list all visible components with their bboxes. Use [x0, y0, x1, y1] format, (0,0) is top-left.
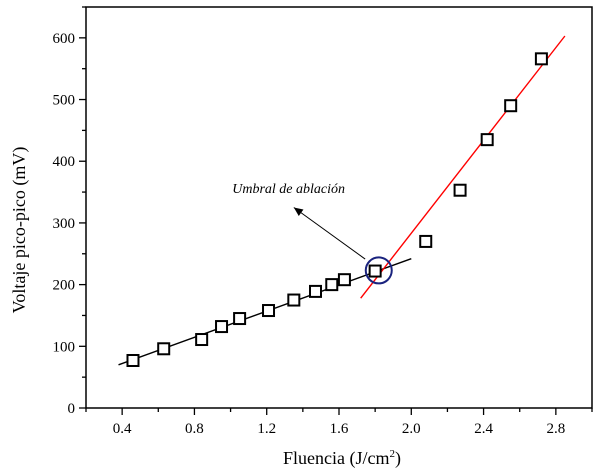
data-point: [325, 278, 339, 292]
x-tick-label: 0.4: [113, 421, 132, 437]
y-tick-label: 300: [53, 216, 76, 232]
x-tick-label: 2.8: [546, 421, 565, 437]
data-point: [262, 304, 276, 318]
tick-labels: 0.4 0.8 1.2 1.6 2.0 2.4 2.8 0 100 200 300 400 500 600: [53, 31, 566, 437]
y-tick-label: 600: [53, 31, 76, 47]
x-axis-title: Fluencia (J/cm2): [283, 448, 401, 469]
x-axis-title-suffix: ): [395, 448, 401, 469]
y-tick-label: 400: [53, 154, 76, 170]
annotation-arrow-head: [293, 207, 304, 217]
threshold-circle: [364, 256, 393, 285]
y-tick-label: 0: [68, 401, 76, 417]
x-tick-label: 2.0: [402, 421, 421, 437]
y-axis-title: Voltaje pico-pico (mV): [9, 147, 30, 314]
x-tick-label: 0.8: [185, 421, 204, 437]
data-point: [368, 264, 382, 278]
annotation-arrow-shaft: [293, 207, 366, 260]
data-point: [453, 183, 467, 197]
fit-line-high: [360, 35, 566, 299]
x-tick-label: 1.2: [257, 421, 276, 437]
data-point: [157, 342, 171, 356]
data-point: [126, 353, 140, 367]
data-point: [534, 52, 548, 66]
x-axis-title-superscript: 2: [389, 448, 395, 460]
y-tick-label: 200: [53, 278, 76, 294]
data-point: [337, 273, 351, 287]
x-axis-title-main: Fluencia (J/cm: [283, 448, 389, 469]
x-tick-label: 2.4: [474, 421, 493, 437]
axes: [79, 6, 593, 415]
fit-lines: [118, 35, 566, 366]
y-tick-label: 500: [53, 93, 76, 109]
annotation-label: Umbral de ablación: [232, 182, 345, 197]
annotation-arrow-group: [293, 207, 366, 260]
data-point: [233, 312, 247, 326]
x-tick-label: 1.6: [330, 421, 349, 437]
data-point: [419, 234, 433, 248]
data-point: [287, 293, 301, 307]
data-markers: [126, 52, 548, 367]
highlight: [364, 256, 393, 285]
data-point: [504, 99, 518, 113]
data-point: [309, 284, 323, 298]
data-point: [195, 333, 209, 347]
data-point: [215, 320, 229, 334]
y-tick-label: 100: [53, 339, 76, 355]
data-point: [480, 133, 494, 147]
